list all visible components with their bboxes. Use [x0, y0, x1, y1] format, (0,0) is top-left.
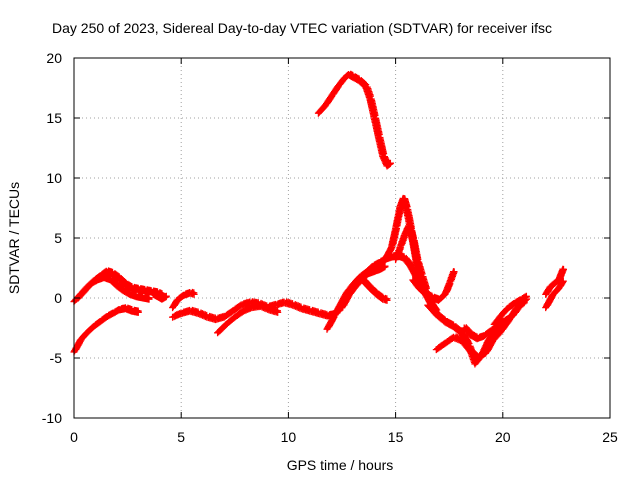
data-series-track-10	[359, 277, 391, 304]
data-series-track-17	[490, 292, 530, 328]
series-markers	[359, 277, 391, 304]
x-tick-label: 25	[602, 429, 618, 445]
data-series-track-12	[392, 222, 430, 295]
data-series-track-3	[70, 304, 142, 356]
x-tick-label: 0	[70, 429, 78, 445]
data-series-track-15	[432, 299, 528, 362]
series-markers	[169, 298, 344, 324]
series-markers	[542, 277, 567, 312]
data-series-track-18	[314, 70, 394, 170]
series-markers	[314, 70, 394, 170]
data-points	[70, 70, 567, 368]
series-markers	[409, 268, 458, 304]
data-series-track-5	[169, 288, 198, 312]
grid-lines	[74, 58, 610, 418]
y-tick-label: 20	[46, 50, 62, 66]
series-markers	[460, 314, 513, 343]
x-tick-label: 20	[495, 429, 511, 445]
x-tick-label: 10	[281, 429, 297, 445]
x-tick-label: 15	[388, 429, 404, 445]
y-tick-label: 10	[46, 170, 62, 186]
y-tick-label: 5	[54, 230, 62, 246]
series-markers	[490, 292, 530, 328]
series-markers	[432, 299, 528, 362]
series-markers	[214, 301, 282, 337]
data-series-track-4	[149, 290, 170, 303]
data-series-track-16	[460, 314, 513, 343]
series-markers	[169, 288, 198, 312]
data-series-track-20	[542, 277, 567, 312]
y-axis-title: SDTVAR / TECUs	[6, 182, 22, 294]
data-series-track-6	[169, 298, 344, 324]
data-series-track-9	[338, 262, 389, 312]
data-series-track-19	[542, 265, 567, 298]
y-tick-label: 15	[46, 110, 62, 126]
series-markers	[542, 265, 567, 298]
axis-ticks: 0 5 10 15 20 25 -10 -5 0 5 10 15 20	[42, 50, 618, 445]
chart-title: Day 250 of 2023, Sidereal Day-to-day VTE…	[52, 20, 552, 36]
series-markers	[149, 290, 170, 303]
series-markers	[392, 222, 430, 295]
series-markers	[338, 262, 389, 312]
y-tick-label: -10	[42, 410, 62, 426]
data-series-track-13	[409, 268, 458, 304]
series-markers	[70, 304, 142, 356]
x-tick-label: 5	[177, 429, 185, 445]
data-series-track-7	[214, 301, 282, 337]
x-axis-title: GPS time / hours	[287, 457, 394, 473]
y-tick-label: -5	[50, 350, 63, 366]
y-tick-label: 0	[54, 290, 62, 306]
